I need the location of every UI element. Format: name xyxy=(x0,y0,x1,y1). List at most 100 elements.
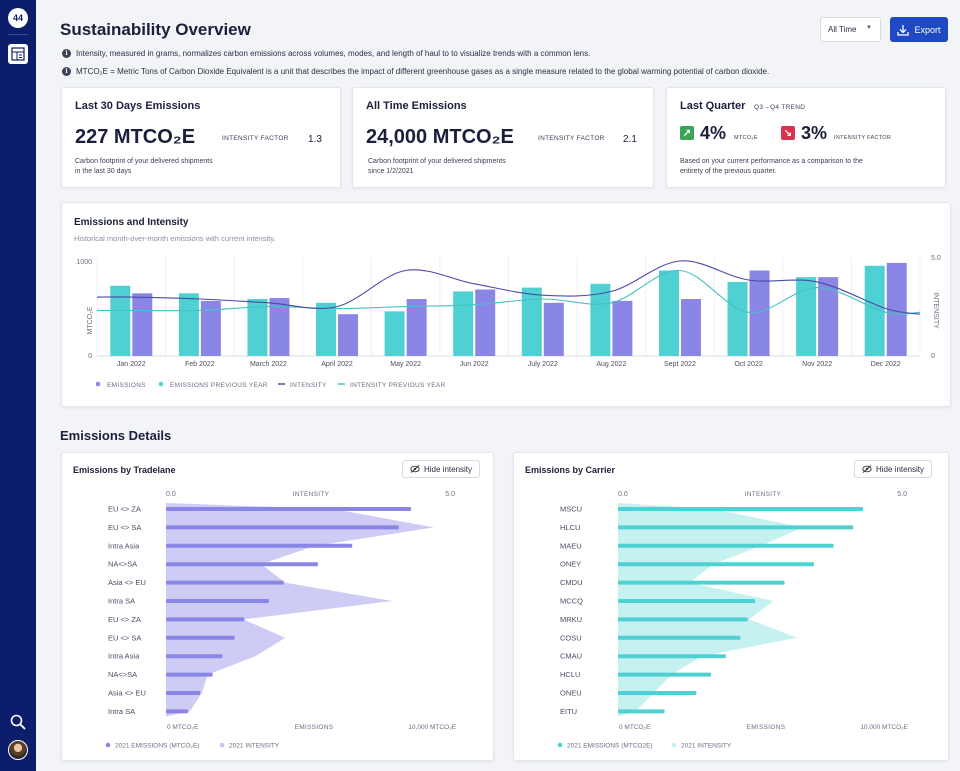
note-mtcoe: i MTCO₂E = Metric Tons of Carbon Dioxide… xyxy=(62,67,769,76)
emissions-axis-max: 10,000 MTCO₂E xyxy=(408,724,456,731)
info-icon: i xyxy=(62,67,71,76)
user-avatar[interactable] xyxy=(8,740,28,760)
intensity-axis-min: 0.0 xyxy=(166,491,176,498)
y-tick-label: 1000 xyxy=(76,259,92,266)
emissions-axis-label: EMISSIONS xyxy=(747,724,786,731)
emissions-bar xyxy=(166,543,353,548)
category-label: ONEU xyxy=(560,689,582,698)
intensity-axis-min: 0.0 xyxy=(618,491,628,498)
trend-down-icon: ↘ xyxy=(781,126,795,140)
category-label: MSCU xyxy=(560,505,582,514)
category-label: MRKU xyxy=(560,615,582,624)
legend-marker xyxy=(671,742,677,748)
category-label: Asia <> EU xyxy=(108,578,146,587)
bar-emissions xyxy=(406,299,427,356)
emissions-bar xyxy=(618,525,854,530)
card-emissions-intensity: Emissions and Intensity Historical month-… xyxy=(61,202,951,407)
emissions-bar xyxy=(166,709,189,714)
legend-label: EMISSIONS PREVIOUS YEAR xyxy=(170,382,268,389)
legend-label: 2021 INTENSITY xyxy=(681,743,732,750)
emissions-bar xyxy=(618,617,748,622)
legend-label: EMISSIONS xyxy=(107,382,146,389)
bar-emissions xyxy=(749,270,770,356)
bar-emissions-previous-year xyxy=(658,270,679,356)
intensity-trend-unit: INTENSITY FACTOR xyxy=(834,135,892,141)
carrier-chart: Emissions by Carrier 0.0 INTENSITY 5.0 MSCU H… xyxy=(525,465,909,750)
eye-off-icon xyxy=(862,465,872,473)
card-last30-emissions: Last 30 Days Emissions 227 MTCO₂E INTENS… xyxy=(61,87,341,188)
x-tick-label: Oct 2022 xyxy=(734,361,763,368)
card-description: Based on your current performance as a c… xyxy=(680,158,863,175)
emissions-axis-max: 10,000 MTCO₂E xyxy=(860,724,908,731)
chart-title: Emissions by Carrier xyxy=(525,465,616,475)
emissions-axis-label: EMISSIONS xyxy=(295,724,334,731)
intensity-axis-max: 5.0 xyxy=(897,491,907,498)
category-label: ONEY xyxy=(560,560,581,569)
hide-intensity-label: Hide intensity xyxy=(424,464,473,474)
legend-label: 2021 EMISSIONS (MTCO2E) xyxy=(567,743,653,750)
legend-marker xyxy=(105,742,111,748)
category-label: MAEU xyxy=(560,541,582,550)
emissions-bar xyxy=(166,599,269,603)
y-axis-label: MTCO₂E xyxy=(87,306,94,334)
category-label: NA<>SA xyxy=(108,670,137,679)
intensity-axis-label: INTENSITY xyxy=(745,491,782,498)
emissions-bar xyxy=(618,562,814,567)
sidebar-divider xyxy=(8,34,28,35)
emissions-trend-value: 4% xyxy=(700,123,727,143)
legend-marker xyxy=(557,742,563,748)
intensity-area xyxy=(166,503,435,717)
x-tick-label: Dec 2022 xyxy=(871,361,901,368)
bar-emissions xyxy=(543,302,564,356)
x-tick-label: Sept 2022 xyxy=(664,361,696,368)
export-button[interactable]: Export xyxy=(890,17,948,42)
app-logo[interactable]: 44 xyxy=(8,8,28,28)
y-tick-label: 0 xyxy=(88,353,92,360)
bar-emissions xyxy=(200,300,221,356)
page-title: Sustainability Overview xyxy=(60,20,251,39)
card-last-quarter: Last Quarter Q3→Q4 TREND ↗ 4% MTCO₂E ↘ 3… xyxy=(666,87,946,188)
line-intensity-previous-year xyxy=(96,269,921,315)
intensity-factor-label: INTENSITY FACTOR xyxy=(222,135,289,142)
search-icon[interactable] xyxy=(9,713,27,731)
y2-tick-label: 5.0 xyxy=(931,255,941,262)
time-range-select[interactable]: All Time ▼ xyxy=(820,17,881,42)
x-tick-label: Aug 2022 xyxy=(596,361,626,368)
hide-intensity-button[interactable]: Hide intensity xyxy=(854,460,933,478)
x-tick-label: May 2022 xyxy=(390,361,421,368)
dashboard-icon xyxy=(11,47,25,61)
x-tick-label: Feb 2022 xyxy=(185,361,215,368)
x-tick-label: Jan 2022 xyxy=(117,361,146,368)
emissions-bar xyxy=(618,580,785,585)
bar-emissions xyxy=(818,277,839,356)
category-label: NA<>SA xyxy=(108,560,137,569)
category-label: EU <> SA xyxy=(108,523,141,532)
y2-tick-label: 0 xyxy=(931,353,935,360)
emissions-bar xyxy=(618,672,712,677)
intensity-trend-value: 3% xyxy=(801,123,828,143)
x-tick-label: March 2022 xyxy=(250,361,287,368)
emissions-bar xyxy=(166,672,213,677)
bar-emissions-previous-year xyxy=(178,293,199,356)
sidebar-item-sustainability[interactable] xyxy=(8,44,28,64)
bar-emissions xyxy=(475,289,496,356)
intensity-factor-value: 1.3 xyxy=(308,134,322,145)
eye-off-icon xyxy=(410,465,420,473)
legend-label: INTENSITY xyxy=(290,382,327,389)
x-tick-label: July 2022 xyxy=(528,361,558,368)
download-icon xyxy=(897,24,910,36)
card-description: Carbon footprint of your delivered shipm… xyxy=(368,158,506,175)
bar-emissions xyxy=(338,314,359,356)
emissions-intensity-chart: Emissions and Intensity Historical month-… xyxy=(74,217,941,389)
tradelane-chart: Emissions by Tradelane 0.0 INTENSITY 5.0 EU … xyxy=(73,465,457,750)
emissions-bar xyxy=(166,507,411,511)
bar-emissions-previous-year xyxy=(453,291,474,356)
hide-intensity-label: Hide intensity xyxy=(876,464,925,474)
hide-intensity-button[interactable]: Hide intensity xyxy=(402,460,481,478)
emissions-bar xyxy=(618,507,863,511)
legend-label: INTENSITY PREVIOUS YEAR xyxy=(350,382,446,389)
x-tick-label: Jun 2022 xyxy=(460,361,489,368)
chart-subtitle: Historical month-over-month emissions wi… xyxy=(74,234,276,243)
chart-title: Emissions by Tradelane xyxy=(73,465,176,475)
chevron-down-icon: ▼ xyxy=(866,25,872,31)
